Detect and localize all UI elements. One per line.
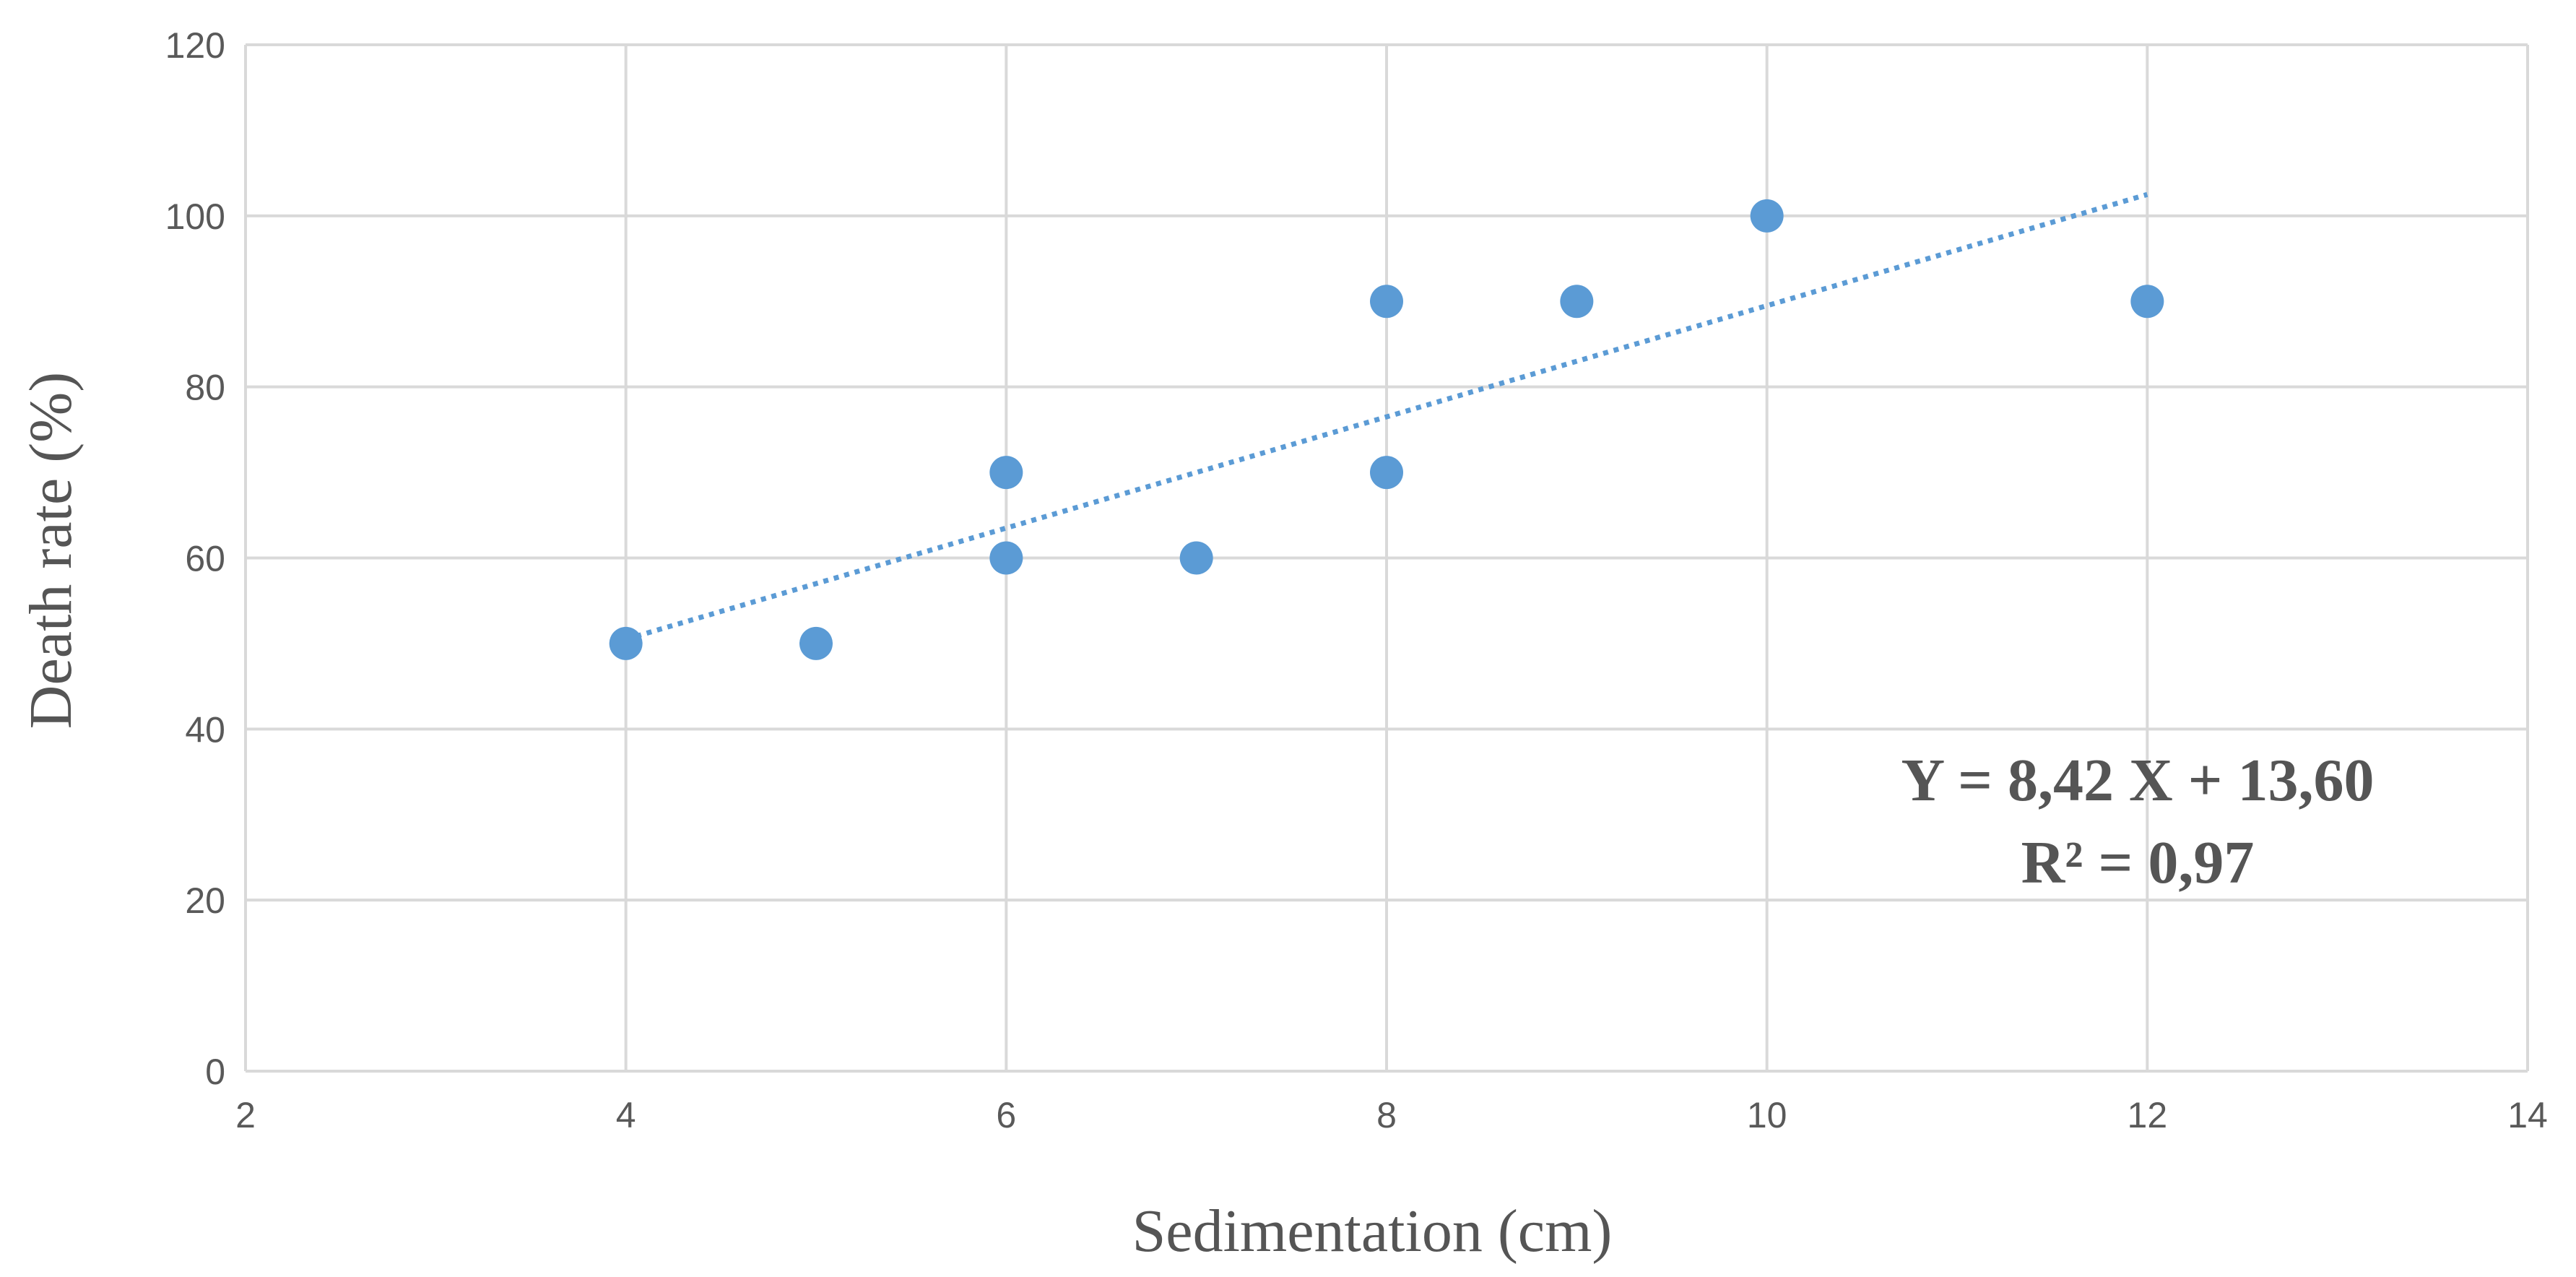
data-point — [1370, 456, 1403, 490]
x-tick-label: 4 — [616, 1095, 636, 1135]
data-point — [1179, 541, 1213, 575]
data-point — [1560, 285, 1594, 319]
x-tick-label: 2 — [235, 1095, 256, 1135]
x-tick-label: 14 — [2507, 1095, 2548, 1135]
data-point — [989, 541, 1023, 575]
y-tick-label: 0 — [205, 1052, 225, 1092]
y-tick-label: 40 — [185, 709, 225, 750]
y-tick-label: 20 — [185, 880, 225, 921]
x-tick-label: 12 — [2128, 1095, 2168, 1135]
data-point — [2130, 285, 2164, 319]
data-point — [609, 626, 643, 660]
y-tick-label: 120 — [165, 25, 225, 66]
x-axis-title: Sedimentation (cm) — [1132, 1198, 1613, 1265]
data-point — [1370, 285, 1403, 319]
x-tick-label: 8 — [1376, 1095, 1397, 1135]
grid-lines — [244, 43, 2529, 1073]
y-tick-label: 100 — [165, 196, 225, 237]
y-tick-label: 60 — [185, 539, 225, 579]
data-point — [989, 456, 1023, 490]
data-point — [1750, 199, 1784, 233]
tick-labels: 0 20 40 60 80 100 120 2 4 6 8 10 12 14 — [165, 25, 2548, 1135]
r-squared-label: R² = 0,97 — [2021, 829, 2255, 896]
y-tick-label: 80 — [185, 368, 225, 408]
data-points — [609, 199, 2164, 660]
y-axis-title: Death rate (%) — [17, 372, 84, 729]
trendline-layer — [625, 191, 2148, 642]
data-point — [799, 626, 833, 660]
trendline — [625, 191, 2148, 642]
x-tick-label: 10 — [1747, 1095, 1787, 1135]
x-tick-label: 6 — [996, 1095, 1016, 1135]
trendline-equation: Y = 8,42 X + 13,60 — [1901, 747, 2375, 814]
